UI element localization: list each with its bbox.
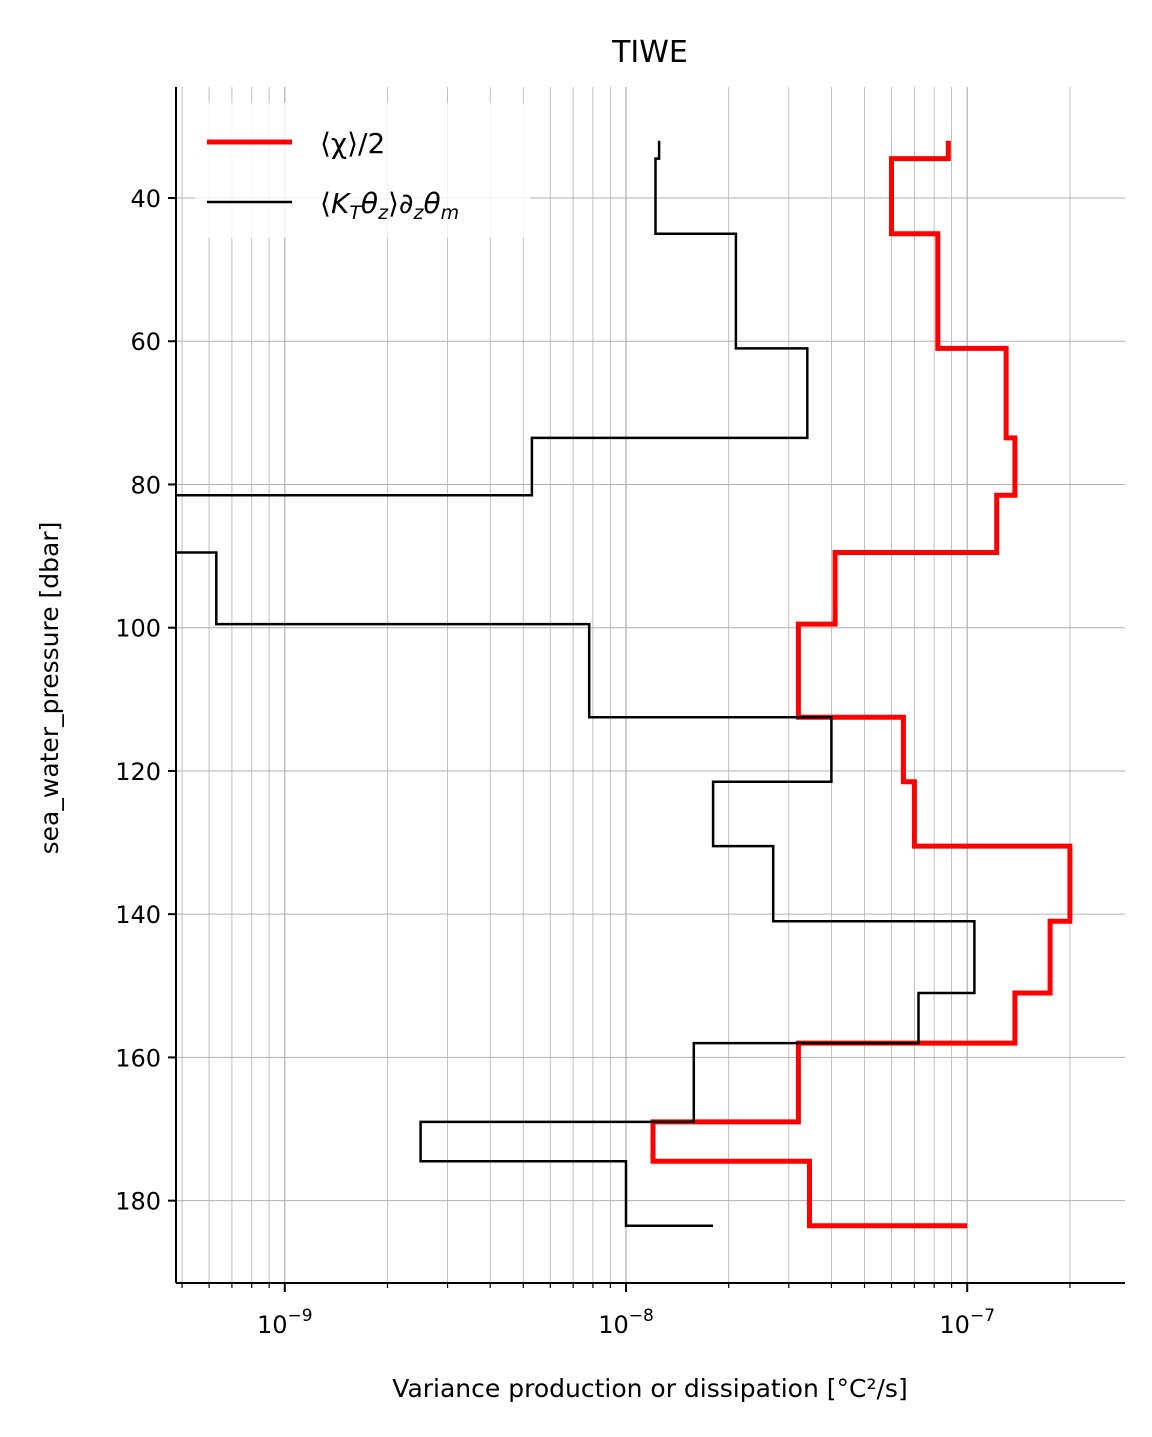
chart-title: TIWE (611, 35, 688, 70)
series-line-kt-production (176, 140, 976, 1227)
legend-box (195, 103, 530, 238)
legend: ⟨χ⟩/2 ⟨KTθz⟩∂zθm (195, 103, 530, 238)
y-tick-label: 60 (130, 328, 161, 356)
series-layer (176, 140, 1073, 1229)
legend-label-kt: ⟨KTθz⟩∂zθm (320, 187, 459, 224)
y-tick-label: 180 (115, 1188, 161, 1216)
x-tick-label: 10−7 (939, 1306, 995, 1339)
y-tick-label: 80 (130, 471, 161, 499)
series-line-chi (650, 140, 1073, 1229)
legend-label-chi: ⟨χ⟩/2 (320, 127, 385, 160)
x-axis-label: Variance production or dissipation [°C²/… (392, 1374, 907, 1403)
y-tick-label: 160 (115, 1044, 161, 1072)
y-tick-label: 40 (130, 185, 161, 213)
x-tick-label: 10−9 (257, 1306, 313, 1339)
axes-layer: 40 60 80 100 120 140 160 180 10−9 10−8 10−7 (115, 87, 1125, 1339)
grid-layer (176, 87, 1125, 1283)
y-tick-label: 100 (115, 615, 161, 643)
x-tick-label: 10−8 (598, 1306, 654, 1339)
y-tick-label: 120 (115, 758, 161, 786)
y-axis-label: sea_water_pressure [dbar] (35, 522, 64, 855)
y-tick-label: 140 (115, 901, 161, 929)
